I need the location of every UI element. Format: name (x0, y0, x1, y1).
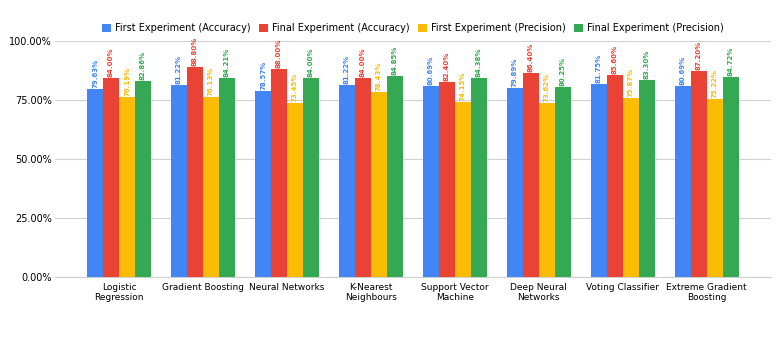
Bar (707, 99, 723, 277)
Bar (590, 84, 607, 277)
Bar (555, 87, 571, 277)
Legend: First Experiment (Accuracy), Final Experiment (Accuracy), First Experiment (Prec: First Experiment (Accuracy), Final Exper… (101, 23, 724, 33)
Bar (119, 97, 135, 277)
Bar (287, 103, 303, 277)
Text: 78.57%: 78.57% (260, 61, 266, 90)
Text: 84.00%: 84.00% (108, 48, 114, 77)
Bar (255, 91, 271, 277)
Bar (135, 81, 151, 277)
Bar (103, 78, 119, 277)
Bar (203, 97, 219, 277)
Bar (187, 67, 203, 277)
Text: 81.22%: 81.22% (344, 55, 350, 84)
Text: 75.22%: 75.22% (712, 69, 717, 98)
Text: 84.38%: 84.38% (476, 47, 481, 77)
Bar (523, 73, 539, 277)
Text: 73.45%: 73.45% (292, 73, 298, 102)
Text: 84.00%: 84.00% (308, 48, 314, 77)
Text: 80.69%: 80.69% (680, 56, 686, 85)
Bar (539, 103, 555, 277)
Text: 88.80%: 88.80% (192, 37, 198, 66)
Text: 82.86%: 82.86% (140, 51, 146, 80)
Bar (639, 80, 654, 277)
Text: 87.20%: 87.20% (696, 41, 702, 70)
Text: 85.60%: 85.60% (612, 45, 618, 74)
Text: 80.25%: 80.25% (560, 57, 566, 86)
Bar (691, 71, 707, 277)
Text: 73.62%: 73.62% (544, 73, 550, 102)
Bar (271, 69, 287, 277)
Bar (87, 89, 103, 277)
Text: 75.87%: 75.87% (628, 68, 634, 97)
Bar (622, 98, 639, 277)
Text: 74.15%: 74.15% (460, 71, 466, 101)
Bar (387, 76, 403, 277)
Bar (723, 77, 738, 277)
Text: 84.85%: 84.85% (392, 46, 398, 75)
Text: 76.13%: 76.13% (208, 67, 214, 96)
Bar (303, 78, 319, 277)
Text: 84.00%: 84.00% (360, 48, 366, 77)
Bar (219, 78, 235, 277)
Bar (371, 92, 387, 277)
Text: 76.19%: 76.19% (124, 67, 130, 96)
Bar (471, 77, 487, 277)
Text: 84.21%: 84.21% (224, 48, 230, 77)
Bar (607, 75, 622, 277)
Text: 81.75%: 81.75% (596, 53, 602, 83)
Text: 80.69%: 80.69% (428, 56, 434, 85)
Text: 79.89%: 79.89% (512, 58, 518, 87)
Bar (423, 86, 439, 277)
Text: 83.30%: 83.30% (643, 50, 650, 79)
Bar (339, 85, 355, 277)
Text: 82.40%: 82.40% (444, 52, 450, 81)
Text: 84.72%: 84.72% (728, 46, 734, 76)
Bar (675, 86, 691, 277)
Bar (355, 78, 371, 277)
Text: 81.22%: 81.22% (176, 55, 182, 84)
Bar (171, 85, 187, 277)
Text: 78.43%: 78.43% (375, 61, 382, 91)
Text: 86.40%: 86.40% (528, 42, 534, 72)
Bar (439, 82, 455, 277)
Bar (507, 88, 523, 277)
Text: 88.00%: 88.00% (276, 39, 282, 68)
Text: 79.63%: 79.63% (92, 58, 98, 88)
Bar (455, 102, 471, 277)
